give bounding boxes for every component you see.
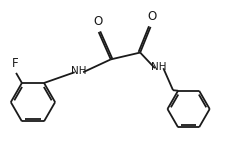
Text: O: O — [147, 10, 156, 23]
Text: NH: NH — [71, 65, 86, 76]
Text: NH: NH — [151, 62, 166, 71]
Text: F: F — [12, 57, 18, 70]
Text: O: O — [93, 15, 102, 28]
